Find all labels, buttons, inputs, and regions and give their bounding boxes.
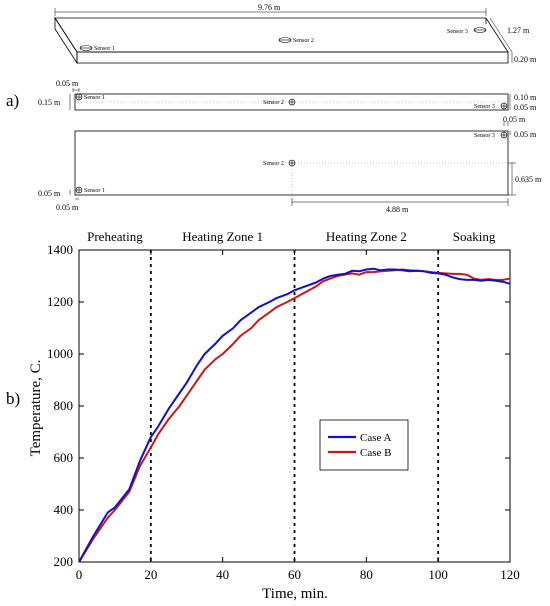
top-sensor-3-label: Sensor 3 xyxy=(474,133,495,139)
legend-box xyxy=(319,419,409,471)
panel-label-a: a) xyxy=(6,91,19,110)
x-axis-label: Time, min. xyxy=(262,586,328,602)
y-tick-label-1: 400 xyxy=(54,502,74,517)
x-tick-label-4: 80 xyxy=(360,567,373,582)
y-tick-label-2: 600 xyxy=(54,450,74,465)
iso-dims xyxy=(54,8,513,63)
top-sensor-2-label: Sensor 2 xyxy=(263,161,284,167)
legend: Case A Case B xyxy=(319,419,409,471)
iso-sensors xyxy=(79,27,487,51)
y-tick-label-4: 1000 xyxy=(47,346,73,361)
y-tick-label-0: 200 xyxy=(54,554,74,569)
panel-label-b: b) xyxy=(6,389,20,408)
y-axis-label: Temperature, C. xyxy=(28,360,44,457)
top-dim-right-top-label: 0.05 m xyxy=(514,130,537,139)
side-sensor-1-label: Sensor 1 xyxy=(84,95,105,101)
x-tick-label-5: 100 xyxy=(428,567,448,582)
iso-thickness-label: 0.20 m xyxy=(514,55,537,64)
iso-sensor-2-label: Sensor 2 xyxy=(293,38,314,44)
side-sensors xyxy=(75,93,508,110)
series-line-case-a xyxy=(78,267,511,563)
x-tick-label-1: 20 xyxy=(144,567,157,582)
x-tick-label-0: 0 xyxy=(76,567,83,582)
chart: b) Temperature, C. Time, min. Preheating… xyxy=(6,229,520,602)
side-dim-left-label: 0.15 m xyxy=(38,98,61,107)
side-dim-right-top-label: 0.10 m xyxy=(514,93,537,102)
x-tick-label-6: 120 xyxy=(500,567,520,582)
series-line-case-b xyxy=(78,268,511,563)
legend-label-1: Case B xyxy=(360,447,391,459)
side-dims xyxy=(69,88,511,126)
iso-slab xyxy=(54,16,509,65)
iso-width-dim-line xyxy=(489,17,513,53)
y-tick-label-6: 1400 xyxy=(47,242,73,257)
side-dim-top-left-label: 0.05 m xyxy=(56,79,79,88)
iso-length-label: 9.76 m xyxy=(258,3,281,12)
side-dim-right-bottom-label: 0.05 m xyxy=(514,103,537,112)
zone-label-3: Soaking xyxy=(453,229,496,244)
series-lines xyxy=(78,267,511,563)
schematic: a) 9.76 m 1.27 m 0.20 m Sensor 1 xyxy=(6,3,542,214)
x-tick-label-3: 60 xyxy=(288,567,301,582)
x-ticks: 0 20 40 60 80 100 120 xyxy=(76,250,520,582)
top-dim-right-mid-label: 0.635 m xyxy=(515,175,542,184)
zone-boundaries xyxy=(149,250,440,562)
y-tick-label-3: 800 xyxy=(54,398,74,413)
top-dim-bottom-left-label: 0.05 m xyxy=(56,203,79,212)
top-sensors xyxy=(75,131,508,194)
top-sensor-1-label: Sensor 1 xyxy=(84,188,105,194)
top-dim-bottom-mid-label: 4.88 m xyxy=(386,205,409,214)
legend-label-0: Case A xyxy=(360,432,392,444)
y-ticks: 200 400 600 800 1000 1200 1400 xyxy=(47,242,510,569)
top-dim-left-bottom-label: 0.05 m xyxy=(38,189,61,198)
zone-label-2: Heating Zone 2 xyxy=(326,229,407,244)
iso-sensor-1-label: Sensor 1 xyxy=(94,46,115,52)
iso-sensor-3-label: Sensor 3 xyxy=(447,29,468,35)
iso-slab-front xyxy=(76,51,509,64)
y-tick-label-5: 1200 xyxy=(47,294,73,309)
x-tick-label-2: 40 xyxy=(216,567,229,582)
side-dim-below-label: 0.05 m xyxy=(503,115,526,124)
iso-width-label: 1.27 m xyxy=(507,26,530,35)
side-sensor-3-label: Sensor 3 xyxy=(474,104,495,110)
side-sensor-2-label: Sensor 2 xyxy=(263,100,284,106)
top-dims xyxy=(69,131,516,206)
zone-labels: Preheating Heating Zone 1 Heating Zone 2 So… xyxy=(87,229,496,244)
zone-label-0: Preheating xyxy=(87,229,143,244)
iso-slab-top xyxy=(54,17,509,53)
iso-slab-left xyxy=(54,16,78,65)
zone-label-1: Heating Zone 1 xyxy=(182,229,263,244)
